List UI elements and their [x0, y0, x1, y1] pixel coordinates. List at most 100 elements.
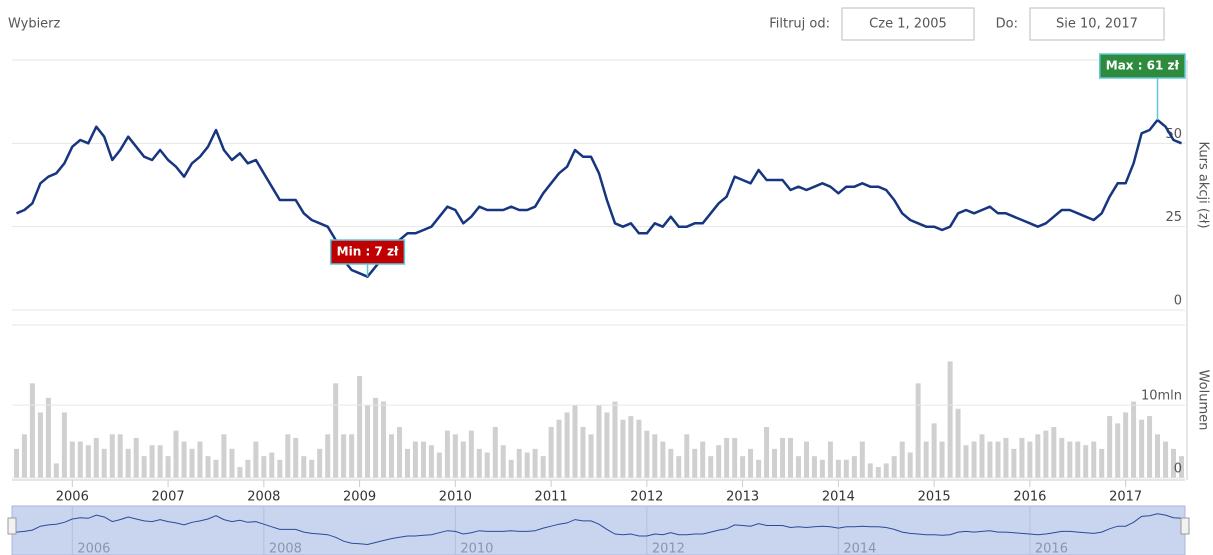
volume-bar [923, 441, 929, 478]
volume-bar [1155, 434, 1161, 478]
volume-bar [859, 441, 865, 478]
volume-bar [1019, 437, 1025, 478]
volume-bar [771, 448, 777, 478]
volume-bar [149, 445, 155, 478]
volume-bar [165, 456, 171, 478]
volume-bar [1003, 437, 1009, 478]
volume-bar [325, 434, 331, 478]
volume-bar [45, 397, 51, 478]
volume-bar [53, 463, 59, 478]
annotation-box [329, 239, 406, 265]
navigator-tick-label: 2010 [460, 542, 493, 555]
volume-bar [117, 434, 123, 478]
volume-bar [572, 405, 578, 478]
navigator-tick-label: 2012 [652, 542, 685, 555]
volume-bar [14, 448, 20, 478]
volume-bar [157, 445, 163, 478]
volume-bar [197, 441, 203, 478]
volume-bar [867, 463, 873, 478]
x-tick-label: 2009 [343, 490, 376, 505]
volume-bar [548, 427, 554, 478]
volume-bar [1043, 430, 1049, 478]
volume-bar [740, 456, 746, 478]
volume-bar [780, 437, 786, 478]
volume-bar [436, 452, 442, 478]
from-input[interactable] [841, 7, 975, 41]
volume-bar [500, 445, 506, 478]
volume-bar [835, 459, 841, 478]
x-tick-label: 2014 [822, 490, 855, 505]
volume-bar [101, 448, 107, 478]
volume-bar [285, 434, 291, 478]
from-value[interactable]: Cze 1, 2005 [869, 17, 947, 32]
y-tick-label: 50 [1165, 127, 1182, 142]
volume-bar [452, 434, 458, 478]
to-label: Do: [996, 17, 1018, 32]
navigator-handle[interactable] [1180, 517, 1190, 535]
volume-bar [524, 452, 530, 478]
volume-bar [269, 452, 275, 478]
volume-bar [29, 383, 35, 478]
volume-bar [556, 419, 562, 478]
volume-bar [476, 448, 482, 478]
volume-bar [468, 430, 474, 478]
volume-bar [1107, 416, 1113, 478]
navigator-handle[interactable] [7, 517, 17, 535]
volume-bar [181, 441, 187, 478]
volume-bar [357, 376, 363, 478]
volume-bar [317, 448, 323, 478]
annotation-label: Min : 7 zł [337, 245, 399, 259]
volume-bar [1051, 427, 1057, 478]
volume-bar [708, 456, 714, 478]
volume-bar [596, 405, 602, 478]
annotation-label: Max : 61 zł [1106, 59, 1180, 73]
volume-bar [69, 441, 75, 478]
volume-bar [891, 456, 897, 478]
volume-bar [955, 408, 961, 478]
volume-bar [692, 448, 698, 478]
volume-bar [564, 412, 570, 478]
volume-bar [1123, 412, 1129, 478]
volume-bar [756, 459, 762, 478]
volume-bar [684, 434, 690, 478]
volume-bar [764, 427, 770, 478]
navigator-tick-label: 2014 [843, 542, 876, 555]
volume-bar [995, 441, 1001, 478]
volume-bar [963, 445, 969, 478]
volume-bar [668, 448, 674, 478]
navigator-tick-label: 2006 [77, 542, 110, 555]
volume-bar [404, 448, 410, 478]
x-tick-label: 2008 [247, 490, 280, 505]
volume-bar [1011, 448, 1017, 478]
volume-bar [349, 434, 355, 478]
price-axis-title: Kurs akcji (zł) [1196, 141, 1211, 228]
volume-bar [875, 467, 881, 478]
to-value[interactable]: Sie 10, 2017 [1056, 17, 1138, 32]
volume-bar [412, 441, 418, 478]
volume-bar [141, 456, 147, 478]
volume-bar [85, 445, 91, 478]
volume-bar [1139, 419, 1145, 478]
volume-bar [428, 445, 434, 478]
volume-bar [516, 448, 522, 478]
volume-bar [795, 456, 801, 478]
volume-bar [1147, 416, 1153, 478]
picker-label[interactable]: Wybierz [8, 17, 61, 32]
volume-bar [301, 456, 307, 478]
volume-bar [309, 459, 315, 478]
volume-bar [173, 430, 179, 478]
to-input[interactable] [1029, 7, 1165, 41]
volume-bar [261, 456, 267, 478]
volume-bar [939, 441, 945, 478]
volume-bar [221, 434, 227, 478]
volume-bar [811, 456, 817, 478]
y-tick-label: 0 [1174, 294, 1182, 309]
volume-bar [484, 452, 490, 478]
volume-bar [636, 419, 642, 478]
volume-bar [883, 463, 889, 478]
volume-bar [61, 412, 67, 478]
volume-bar [532, 448, 538, 478]
volume-bar [365, 405, 371, 478]
volume-bar [987, 441, 993, 478]
